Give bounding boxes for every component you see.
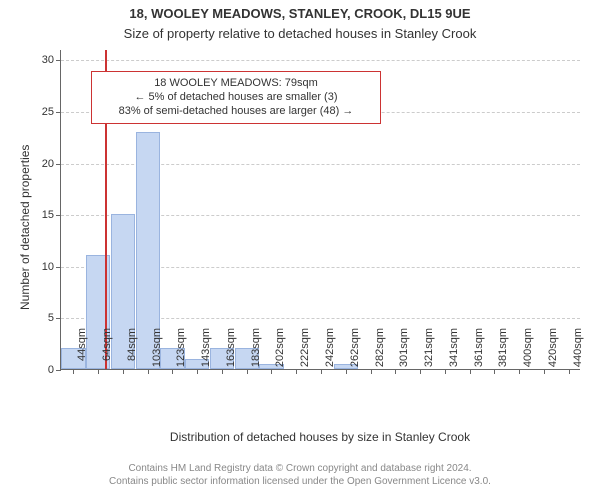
x-tick-label: 400sqm bbox=[522, 328, 534, 378]
y-tick-mark bbox=[56, 318, 61, 319]
x-tick-label: 282sqm bbox=[374, 328, 386, 378]
x-tick-label: 143sqm bbox=[200, 328, 212, 378]
x-tick-label: 301sqm bbox=[398, 328, 410, 378]
x-tick-mark bbox=[420, 369, 421, 374]
x-tick-mark bbox=[470, 369, 471, 374]
x-tick-mark bbox=[73, 369, 74, 374]
x-tick-mark bbox=[321, 369, 322, 374]
x-tick-mark bbox=[569, 369, 570, 374]
y-tick-label: 20 bbox=[32, 158, 54, 170]
y-tick-mark bbox=[56, 267, 61, 268]
x-tick-label: 222sqm bbox=[299, 328, 311, 378]
x-tick-label: 123sqm bbox=[175, 328, 187, 378]
y-axis-label: Number of detached properties bbox=[18, 145, 32, 310]
y-tick-label: 10 bbox=[32, 261, 54, 273]
x-tick-label: 84sqm bbox=[126, 328, 138, 378]
x-tick-mark bbox=[222, 369, 223, 374]
x-tick-label: 420sqm bbox=[547, 328, 559, 378]
x-tick-label: 242sqm bbox=[324, 328, 336, 378]
y-tick-label: 30 bbox=[32, 54, 54, 66]
x-tick-mark bbox=[519, 369, 520, 374]
grid-line bbox=[61, 60, 580, 61]
x-tick-mark bbox=[494, 369, 495, 374]
x-tick-mark bbox=[172, 369, 173, 374]
x-tick-mark bbox=[296, 369, 297, 374]
plot-area: 18 WOOLEY MEADOWS: 79sqm← 5% of detached… bbox=[60, 50, 580, 370]
chart-footer: Contains HM Land Registry data © Crown c… bbox=[0, 462, 600, 488]
annotation-line: ← 5% of detached houses are smaller (3) bbox=[100, 90, 372, 104]
chart-title-line2: Size of property relative to detached ho… bbox=[0, 26, 600, 41]
y-tick-label: 15 bbox=[32, 209, 54, 221]
x-tick-label: 202sqm bbox=[274, 328, 286, 378]
x-tick-label: 361sqm bbox=[473, 328, 485, 378]
chart-container: { "title": { "line1": "18, WOOLEY MEADOW… bbox=[0, 0, 600, 500]
x-tick-mark bbox=[148, 369, 149, 374]
x-tick-label: 103sqm bbox=[151, 328, 163, 378]
x-tick-mark bbox=[98, 369, 99, 374]
x-tick-mark bbox=[123, 369, 124, 374]
x-tick-label: 341sqm bbox=[448, 328, 460, 378]
x-tick-mark bbox=[197, 369, 198, 374]
annotation-line: 18 WOOLEY MEADOWS: 79sqm bbox=[100, 76, 372, 90]
y-tick-mark bbox=[56, 60, 61, 61]
y-tick-mark bbox=[56, 112, 61, 113]
annotation-box: 18 WOOLEY MEADOWS: 79sqm← 5% of detached… bbox=[91, 71, 381, 124]
x-tick-mark bbox=[395, 369, 396, 374]
x-tick-label: 381sqm bbox=[497, 328, 509, 378]
x-tick-label: 64sqm bbox=[101, 328, 113, 378]
x-tick-label: 163sqm bbox=[225, 328, 237, 378]
y-tick-label: 5 bbox=[32, 312, 54, 324]
annotation-line: 83% of semi-detached houses are larger (… bbox=[100, 104, 372, 118]
y-tick-mark bbox=[56, 370, 61, 371]
x-tick-mark bbox=[346, 369, 347, 374]
x-tick-label: 440sqm bbox=[572, 328, 584, 378]
y-tick-label: 25 bbox=[32, 106, 54, 118]
x-axis-label: Distribution of detached houses by size … bbox=[60, 430, 580, 444]
chart-title-line1: 18, WOOLEY MEADOWS, STANLEY, CROOK, DL15… bbox=[0, 6, 600, 21]
y-tick-mark bbox=[56, 164, 61, 165]
x-tick-mark bbox=[544, 369, 545, 374]
y-tick-mark bbox=[56, 215, 61, 216]
x-tick-mark bbox=[271, 369, 272, 374]
x-tick-mark bbox=[247, 369, 248, 374]
footer-line2: Contains public sector information licen… bbox=[0, 475, 600, 488]
x-tick-mark bbox=[371, 369, 372, 374]
x-tick-label: 321sqm bbox=[423, 328, 435, 378]
x-tick-mark bbox=[445, 369, 446, 374]
x-tick-label: 183sqm bbox=[250, 328, 262, 378]
footer-line1: Contains HM Land Registry data © Crown c… bbox=[0, 462, 600, 475]
y-tick-label: 0 bbox=[32, 364, 54, 376]
x-tick-label: 262sqm bbox=[349, 328, 361, 378]
x-tick-label: 44sqm bbox=[76, 328, 88, 378]
